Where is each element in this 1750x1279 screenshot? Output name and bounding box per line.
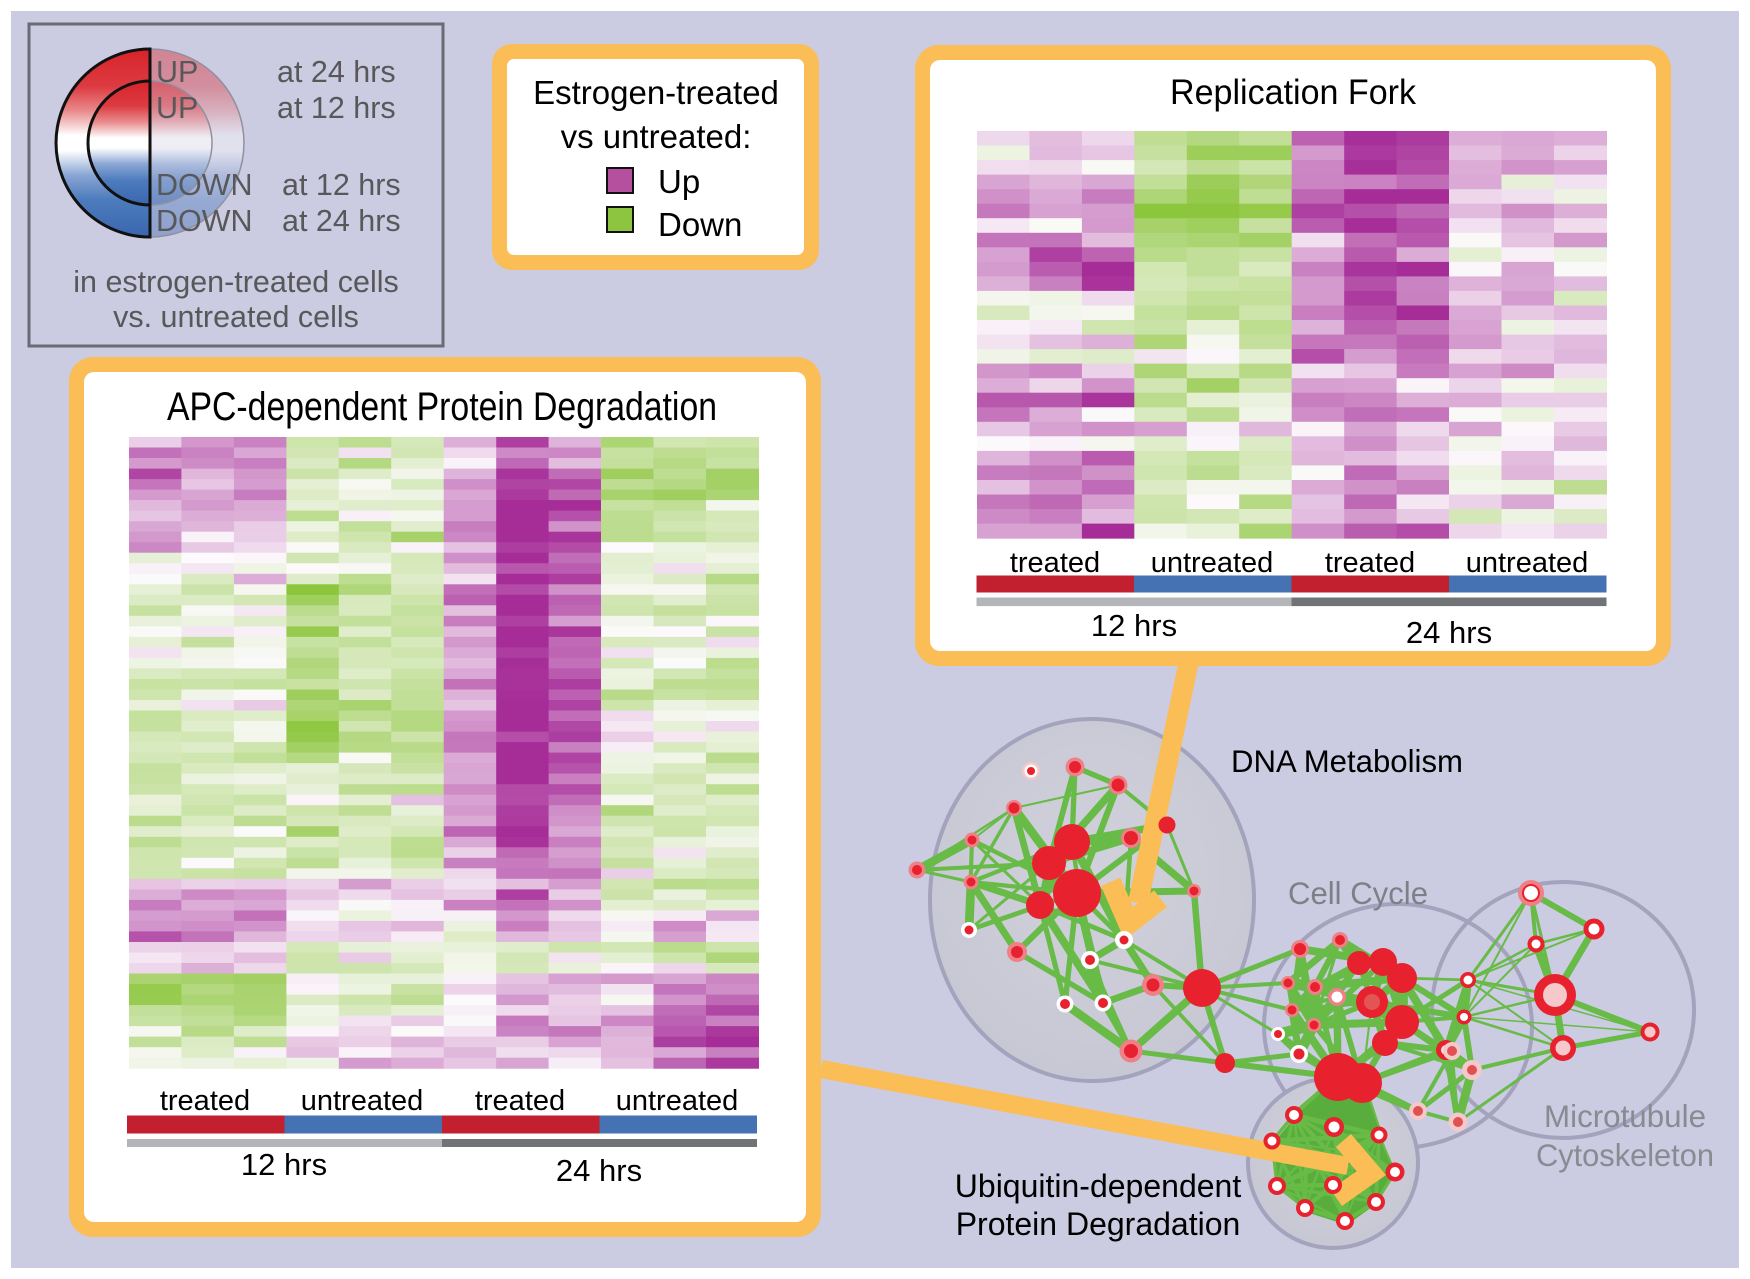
svg-text:Cytoskeleton: Cytoskeleton — [1536, 1137, 1714, 1173]
svg-text:Protein Degradation: Protein Degradation — [956, 1206, 1241, 1242]
svg-text:at 12 hrs: at 12 hrs — [282, 168, 401, 202]
svg-text:at 12 hrs: at 12 hrs — [277, 91, 396, 125]
svg-text:treated: treated — [160, 1085, 250, 1117]
svg-text:DNA Metabolism: DNA Metabolism — [1231, 743, 1463, 779]
svg-text:at 24 hrs: at 24 hrs — [277, 55, 396, 89]
svg-text:DOWN: DOWN — [156, 204, 253, 238]
svg-text:vs untreated:: vs untreated: — [561, 118, 752, 155]
svg-text:vs. untreated cells: vs. untreated cells — [113, 300, 359, 334]
svg-text:UP: UP — [156, 91, 198, 125]
svg-text:Microtubule: Microtubule — [1544, 1098, 1706, 1134]
svg-text:Estrogen-treated: Estrogen-treated — [533, 74, 779, 111]
svg-text:untreated: untreated — [301, 1085, 424, 1117]
svg-text:treated: treated — [1010, 547, 1100, 579]
svg-text:24 hrs: 24 hrs — [556, 1153, 642, 1188]
svg-text:APC-dependent Protein Degradat: APC-dependent Protein Degradation — [167, 385, 717, 429]
svg-text:UP: UP — [156, 55, 198, 89]
svg-text:12 hrs: 12 hrs — [1091, 608, 1177, 643]
svg-text:DOWN: DOWN — [156, 168, 253, 202]
svg-text:treated: treated — [475, 1085, 565, 1117]
svg-text:Replication Fork: Replication Fork — [1170, 73, 1416, 112]
svg-text:Cell Cycle: Cell Cycle — [1288, 875, 1428, 911]
svg-text:treated: treated — [1325, 547, 1415, 579]
svg-text:at 24 hrs: at 24 hrs — [282, 204, 401, 238]
svg-text:Up: Up — [658, 163, 700, 200]
svg-text:Down: Down — [658, 206, 742, 243]
svg-text:24 hrs: 24 hrs — [1406, 615, 1492, 650]
svg-text:in estrogen-treated cells: in estrogen-treated cells — [73, 265, 399, 299]
svg-text:Ubiquitin-dependent: Ubiquitin-dependent — [955, 1168, 1242, 1204]
svg-text:untreated: untreated — [616, 1085, 739, 1117]
svg-text:untreated: untreated — [1466, 547, 1589, 579]
svg-text:12 hrs: 12 hrs — [241, 1147, 327, 1182]
svg-text:untreated: untreated — [1151, 547, 1274, 579]
